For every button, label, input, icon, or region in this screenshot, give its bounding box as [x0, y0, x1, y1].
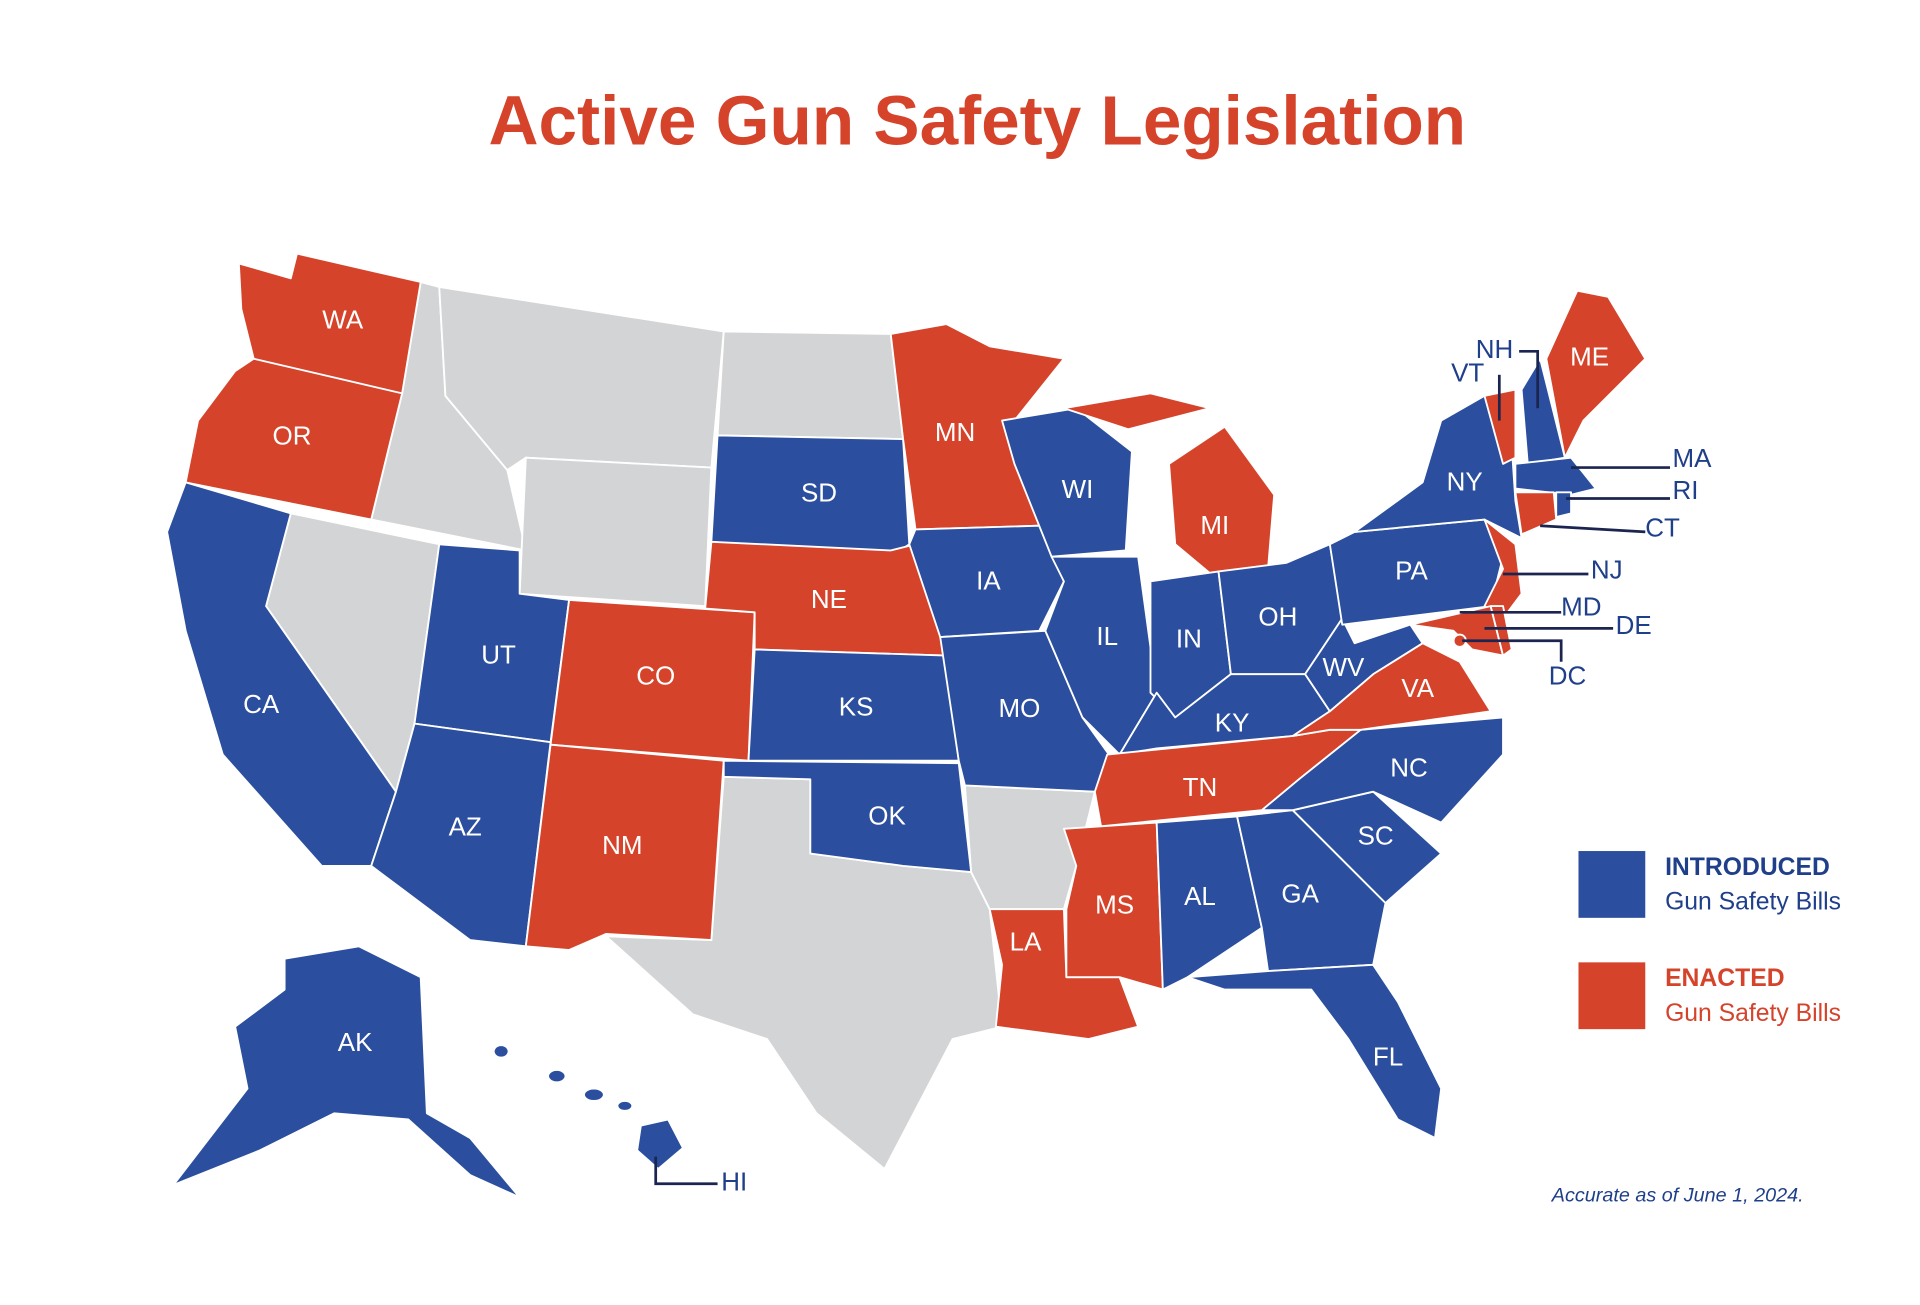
- states: [166, 252, 1647, 1199]
- state-shape: [722, 759, 973, 873]
- leader-line: [1519, 349, 1540, 409]
- legend-subtitle: Gun Safety Bills: [1665, 1000, 1841, 1027]
- legend: INTRODUCED Gun Safety Bills ENACTED Gun …: [1578, 851, 1841, 1030]
- state-shape: [518, 456, 713, 608]
- legend-title: ENACTED: [1665, 965, 1784, 992]
- state-label: PA: [1395, 556, 1428, 586]
- legend-swatch: [1578, 851, 1646, 918]
- state-label: MS: [1095, 890, 1134, 920]
- state-label: IN: [1176, 624, 1202, 654]
- state-label: MO: [998, 693, 1040, 723]
- state-label: DE: [1616, 610, 1652, 640]
- state-label: SD: [801, 478, 837, 508]
- state-label: HI: [721, 1167, 747, 1197]
- state-label: AZ: [449, 812, 482, 842]
- unlabeled-states: [265, 280, 1097, 1171]
- state-label: FL: [1373, 1042, 1403, 1072]
- state-label: MA: [1672, 443, 1712, 473]
- state-label: WV: [1323, 652, 1366, 682]
- state-label: DC: [1549, 661, 1587, 691]
- state-label: OK: [868, 800, 906, 830]
- state-label: CT: [1645, 512, 1680, 542]
- state-shape: [1186, 963, 1443, 1139]
- state-label: MI: [1200, 510, 1229, 540]
- state-shape: [1514, 491, 1558, 536]
- state-label: NH: [1476, 334, 1514, 364]
- state-label: MD: [1561, 591, 1601, 621]
- state-label: VT: [1451, 358, 1484, 388]
- state-label: WI: [1062, 474, 1094, 504]
- state-shape: [1514, 456, 1597, 496]
- footnote: Accurate as of June 1, 2024.: [1551, 1184, 1804, 1206]
- state-shape: [492, 1044, 684, 1170]
- state-label: OH: [1258, 601, 1297, 631]
- state-label: LA: [1010, 927, 1042, 957]
- state-label: KS: [839, 692, 874, 722]
- state-shape: [1409, 605, 1504, 657]
- title: Active Gun Safety Legislation: [488, 81, 1466, 159]
- state-shape: [166, 481, 397, 867]
- state-shape: [1483, 388, 1517, 465]
- state-label: ME: [1570, 342, 1609, 372]
- state-label: TN: [1183, 772, 1218, 802]
- state-label: AK: [338, 1027, 373, 1057]
- state-label: IA: [976, 565, 1001, 595]
- state-label: RI: [1672, 475, 1698, 505]
- state-label: WA: [322, 304, 364, 334]
- state-label: NC: [1390, 752, 1428, 782]
- state-label: AL: [1184, 881, 1216, 911]
- state-shape: [1489, 605, 1513, 657]
- state-label: CO: [636, 661, 675, 691]
- legend-subtitle: Gun Safety Bills: [1665, 889, 1841, 916]
- state-shape: [988, 908, 1140, 1040]
- leader-line: [1540, 524, 1646, 534]
- legend-title: INTRODUCED: [1665, 854, 1830, 881]
- state-shape: [1155, 815, 1263, 991]
- state-label: NE: [811, 584, 847, 614]
- state-shape: [1260, 716, 1504, 824]
- state-label: KY: [1215, 708, 1250, 738]
- state-labels: WA OR CA UT AZ CO NM SD NE KS OK MN IA M…: [243, 304, 1712, 1196]
- state-label: NJ: [1591, 554, 1623, 584]
- state-label: UT: [481, 640, 516, 670]
- state-shape: [1044, 555, 1158, 756]
- state-shape: [172, 945, 521, 1199]
- state-label: GA: [1281, 878, 1319, 908]
- state-label: SC: [1358, 820, 1394, 850]
- state-label: NY: [1447, 467, 1483, 497]
- state-label: VA: [1401, 673, 1434, 703]
- leader-line: [1462, 639, 1563, 662]
- state-shape: [716, 330, 905, 441]
- leader-line: [654, 1156, 718, 1186]
- state-shape: [1545, 289, 1647, 459]
- state-label: IL: [1096, 621, 1118, 651]
- state-label: MN: [935, 417, 975, 447]
- state-label: CA: [243, 689, 280, 719]
- state-shape: [1555, 491, 1572, 518]
- state-label: NM: [602, 830, 642, 860]
- state-label: OR: [273, 421, 312, 451]
- leader-lines: [654, 349, 1671, 1186]
- legend-swatch: [1578, 962, 1646, 1030]
